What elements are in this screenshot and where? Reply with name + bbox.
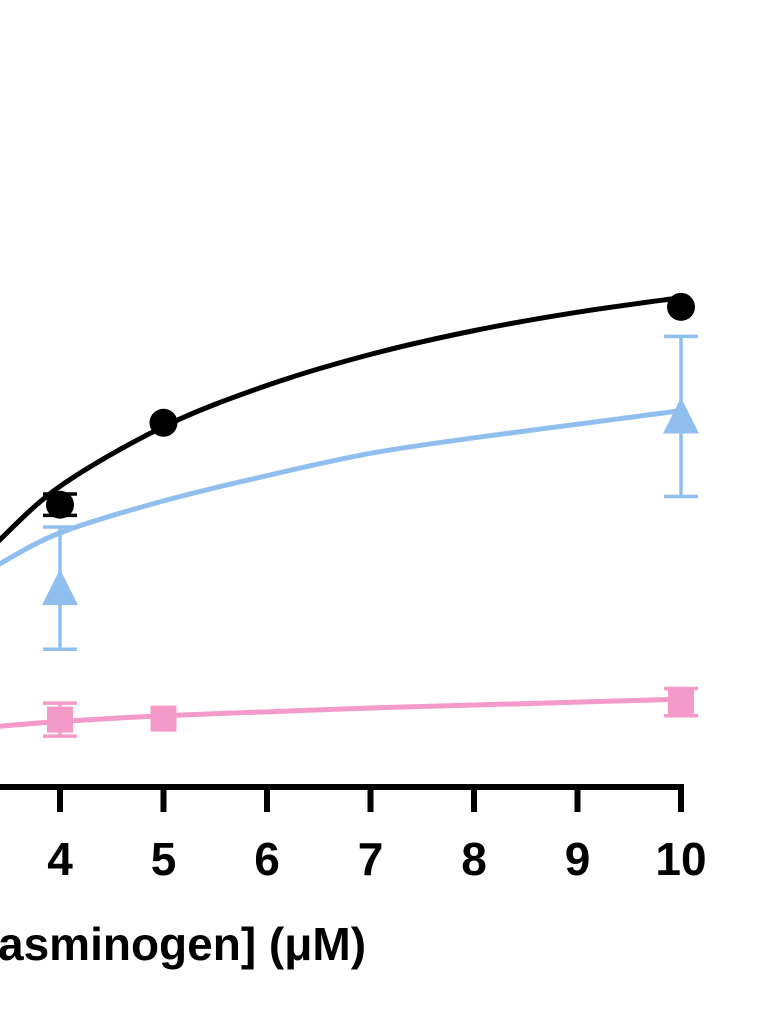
- fit-curve-2: [0, 696, 682, 729]
- x-tick-label-9: 9: [565, 833, 591, 885]
- x-tick-label-7: 7: [358, 833, 384, 885]
- point-square-10: [668, 689, 694, 716]
- point-triangle-4: [42, 569, 78, 606]
- x-tick-label-6: 6: [254, 833, 280, 885]
- fit-curves: [0, 295, 682, 729]
- point-square-4: [47, 706, 73, 733]
- point-triangle-10: [663, 397, 699, 434]
- point-circle-10: [667, 292, 695, 321]
- data-markers: [42, 292, 699, 733]
- x-tick-label-10: 10: [655, 833, 706, 885]
- fit-curve-0: [0, 295, 682, 544]
- x-tick-label-5: 5: [151, 833, 177, 885]
- error-bars: [43, 334, 698, 738]
- point-circle-5: [149, 408, 178, 437]
- point-circle-4: [46, 490, 74, 519]
- point-square-5: [150, 705, 177, 732]
- x-tick-label-8: 8: [461, 833, 487, 885]
- x-tick-label-4: 4: [47, 833, 73, 885]
- x-axis: 4 5 6 7 8 9 10: [0, 784, 707, 885]
- x-axis-title: asminogen] (μM): [0, 918, 366, 970]
- fit-curve-1: [0, 408, 682, 567]
